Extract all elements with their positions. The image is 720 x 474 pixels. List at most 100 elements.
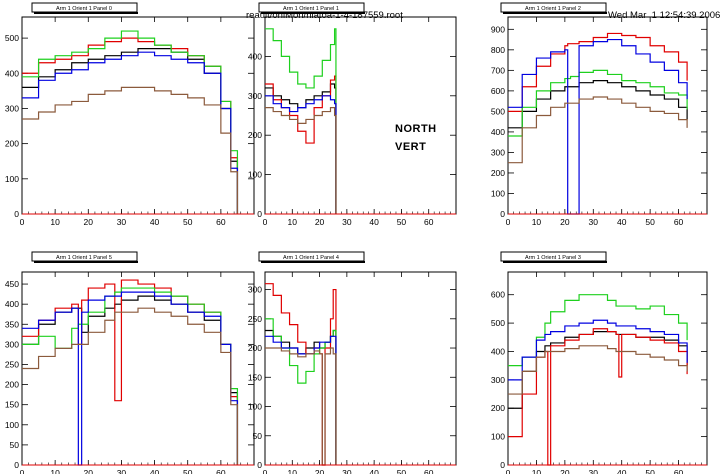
title-tab-shadow [261, 12, 365, 14]
panel-0: Arm 1 Orient 1 Panel 0 0 10 20 30 40 50 60 0 100 2… [5, 2, 255, 227]
panel-title: Arm 1 Orient 1 Panel 0 [56, 6, 112, 12]
series-green-line [22, 30, 239, 214]
y-tick-label: 300 [248, 285, 262, 295]
x-tick-label: 60 [424, 468, 434, 474]
y-tick-label: 100 [5, 420, 19, 430]
y-tick-label: 200 [491, 403, 505, 413]
series-red-line [22, 37, 239, 214]
panel-title-tab: Arm 1 Orient 1 Panel 0 [31, 2, 138, 14]
x-tick-label: 30 [117, 468, 127, 474]
x-tick-label: 30 [589, 468, 599, 474]
series-green-line [265, 28, 337, 214]
panel-4: Arm 1 Orient 1 Panel 4 0 10 20 30 40 50 60 0 50 10… [248, 251, 457, 474]
x-tick-label: 60 [674, 217, 684, 227]
x-tick-label: 40 [369, 217, 379, 227]
plot-frame [21, 16, 255, 215]
y-tick-label: 50 [10, 440, 20, 450]
series-brown-line [508, 345, 688, 395]
series-blue-line [265, 95, 337, 214]
x-tick-label: 40 [150, 217, 160, 227]
y-tick-label: 0 [257, 209, 262, 219]
title-tab-shadow [34, 261, 138, 263]
y-tick-label: 0 [14, 460, 19, 470]
y-tick-label: 450 [5, 279, 19, 289]
y-tick-label: 800 [491, 45, 505, 55]
panel-title-tab: Arm 1 Orient 1 Panel 5 [31, 251, 138, 263]
panel-3: Arm 1 Orient 1 Panel 5 0 10 20 30 40 50 60 0 50 10… [5, 251, 255, 474]
title-tab-shadow [503, 261, 607, 263]
x-tick-label: 40 [369, 468, 379, 474]
x-tick-label: 50 [645, 468, 655, 474]
series-brown-line [265, 107, 337, 214]
series-red-line [22, 279, 239, 465]
x-tick-label: 30 [589, 217, 599, 227]
y-tick-label: 0 [14, 209, 19, 219]
y-tick-label: 0 [257, 460, 262, 470]
title-tab-shadow [34, 12, 138, 14]
y-tick-label: 300 [491, 147, 505, 157]
x-tick-label: 0 [506, 217, 511, 227]
y-tick-label: 500 [491, 106, 505, 116]
y-tick-label: 300 [5, 339, 19, 349]
y-tick-label: 400 [491, 346, 505, 356]
series-green-line [508, 294, 688, 367]
y-tick-label: 400 [491, 127, 505, 137]
x-tick-label: 30 [342, 468, 352, 474]
series-black-line [508, 331, 688, 409]
series-red-line [265, 75, 337, 214]
y-tick-label: 600 [491, 290, 505, 300]
y-tick-label: 100 [248, 402, 262, 412]
x-tick-label: 0 [20, 217, 25, 227]
x-tick-label: 0 [20, 468, 25, 474]
series-green-line [22, 287, 239, 465]
series-black-line [22, 295, 239, 465]
x-tick-label: 10 [50, 468, 60, 474]
x-tick-label: 40 [150, 468, 160, 474]
y-tick-label: 150 [248, 372, 262, 382]
y-tick-label: 700 [491, 65, 505, 75]
panel-title: Arm 1 Orient 1 Panel 3 [525, 255, 581, 261]
x-tick-label: 20 [84, 217, 94, 227]
series-green-line [508, 69, 688, 137]
y-tick-label: 400 [5, 299, 19, 309]
y-tick-label: 500 [491, 318, 505, 328]
x-tick-label: 50 [397, 468, 407, 474]
plot-frame [21, 271, 255, 466]
x-tick-label: 50 [645, 217, 655, 227]
y-tick-label: 300 [5, 103, 19, 113]
panel-title-tab: Arm 1 Orient 1 Panel 2 [500, 2, 607, 14]
panel-2: Arm 1 Orient 1 Panel 20 10 20 30 40 50 6001002… [491, 2, 708, 227]
series-black-line [265, 83, 337, 214]
x-tick-label: 60 [424, 217, 434, 227]
x-tick-label: 60 [674, 468, 684, 474]
series-red-line [508, 328, 688, 466]
x-tick-label: 0 [263, 217, 268, 227]
y-tick-label: 200 [5, 139, 19, 149]
x-tick-label: 40 [617, 468, 627, 474]
panel-5: Arm 1 Orient 1 Panel 30 10 20 30 40 50 6001002… [491, 251, 708, 474]
plot-frame [264, 271, 457, 466]
y-tick-label: 150 [5, 400, 19, 410]
x-tick-label: 20 [84, 468, 94, 474]
title-tab-shadow [503, 12, 607, 14]
y-tick-label: 500 [5, 33, 19, 43]
x-tick-label: 40 [617, 217, 627, 227]
file-path: reault/onlMon/hiatoa-1-4-187559.root [246, 10, 403, 21]
series-blue-line [508, 38, 688, 215]
series-black-line [508, 80, 688, 129]
y-tick-label: 50 [253, 431, 263, 441]
y-tick-label: 300 [248, 91, 262, 101]
y-tick-label: 200 [5, 380, 19, 390]
series-red-line [508, 32, 688, 112]
title-tab-shadow [261, 261, 365, 263]
panel-title-tab: Arm 1 Orient 1 Panel 3 [500, 251, 607, 263]
y-tick-label: 900 [491, 24, 505, 34]
y-tick-label: 350 [5, 319, 19, 329]
series-brown-line [508, 96, 688, 164]
series-blue-line [508, 319, 688, 381]
x-tick-label: 50 [183, 217, 193, 227]
series-blue-line [22, 51, 239, 214]
series-brown-line [265, 347, 337, 466]
x-tick-label: 10 [50, 217, 60, 227]
